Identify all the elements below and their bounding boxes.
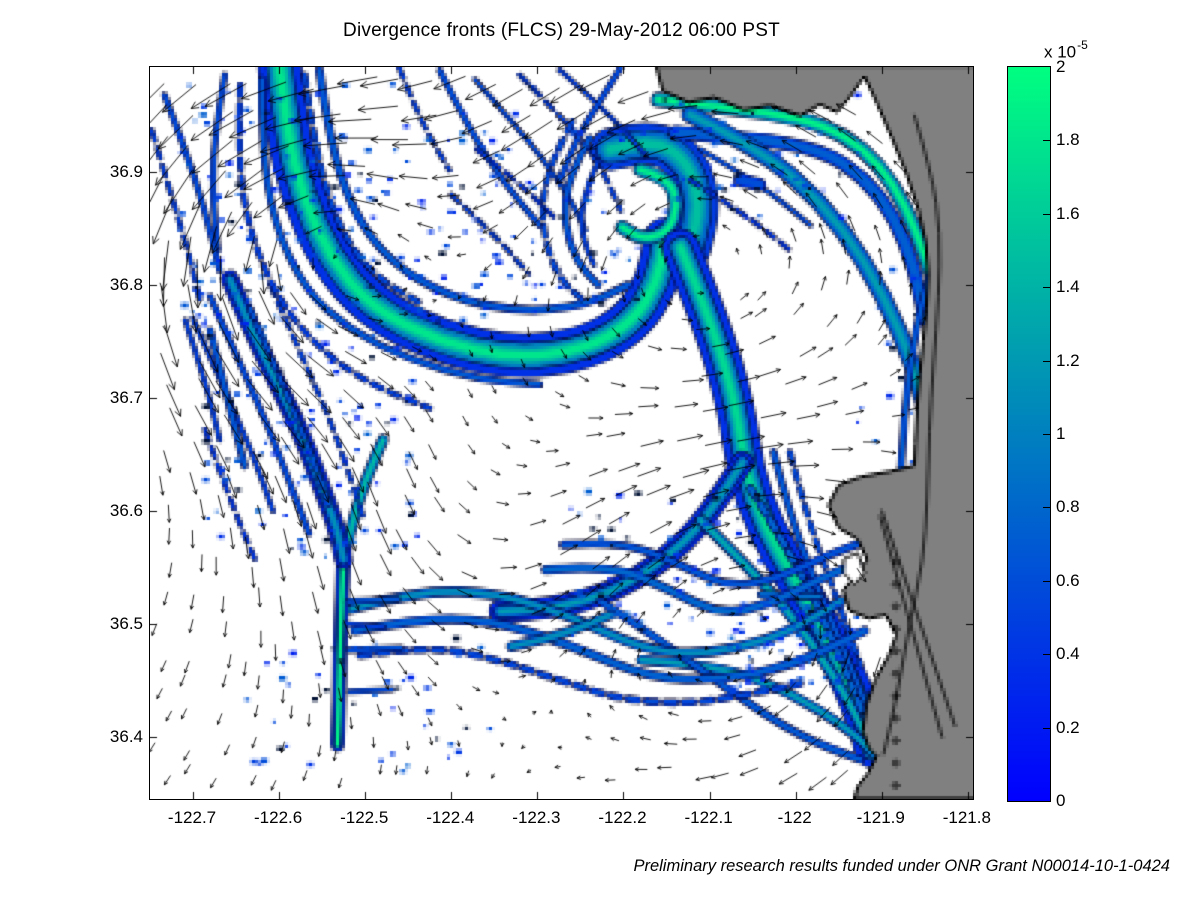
funding-credit: Preliminary research results funded unde…: [633, 857, 1170, 875]
x-tick-label: -122.5: [340, 808, 389, 827]
colorbar-tick-label: 0.4: [1056, 644, 1080, 664]
colorbar-tick-label: 1.4: [1056, 277, 1080, 297]
colorbar-tick-label: 1.2: [1056, 350, 1080, 370]
colorbar-tick-mark: [1043, 287, 1050, 288]
colorbar-tick-label: 1: [1056, 424, 1066, 443]
y-tick-label: 36.8: [109, 275, 143, 295]
colorbar-exponent: x 10-5: [1044, 38, 1088, 63]
colorbar-tick-mark: [1043, 140, 1050, 141]
colorbar-tick-label: 1.8: [1056, 130, 1080, 150]
y-tick-label: 36.4: [109, 726, 143, 746]
map-plot-canvas: [149, 66, 974, 800]
colorbar-tick-mark: [1043, 728, 1050, 729]
colorbar-tick-mark: [1043, 654, 1050, 655]
colorbar-exponent-label: -5: [1077, 38, 1088, 52]
x-tick-label: -122: [777, 808, 812, 827]
x-tick-label: -122.2: [598, 808, 647, 827]
x-tick-label: -122.1: [684, 808, 733, 827]
colorbar-tick-mark: [1043, 507, 1050, 508]
colorbar-tick-label: 2: [1056, 57, 1066, 76]
x-tick-label: -122.3: [512, 808, 561, 827]
y-tick-label: 36.5: [109, 613, 143, 633]
colorbar-tick-mark: [1043, 361, 1050, 362]
y-tick-label: 36.9: [109, 162, 143, 182]
y-tick-label: 36.6: [109, 500, 143, 520]
x-tick-label: -121.8: [942, 808, 991, 827]
colorbar-tick-label: 0.6: [1056, 570, 1080, 590]
colorbar-tick-mark: [1043, 434, 1050, 435]
colorbar-tick-label: 0.8: [1056, 497, 1080, 517]
colorbar-multiplier-label: x 10: [1044, 42, 1077, 62]
colorbar-tick-mark: [1043, 214, 1050, 215]
colorbar-tick-label: 1.6: [1056, 203, 1080, 223]
x-tick-label: -121.9: [856, 808, 905, 827]
x-tick-label: -122.7: [167, 808, 217, 827]
plot-title: Divergence fronts (FLCS) 29-May-2012 06:…: [343, 20, 780, 41]
colorbar-tick-mark: [1043, 581, 1050, 582]
colorbar-tick-label: 0.2: [1056, 717, 1080, 737]
x-tick-label: -122.4: [426, 808, 475, 827]
colorbar-tick-label: 0: [1056, 791, 1066, 810]
x-tick-label: -122.6: [254, 808, 303, 827]
y-tick-label: 36.7: [109, 387, 143, 407]
